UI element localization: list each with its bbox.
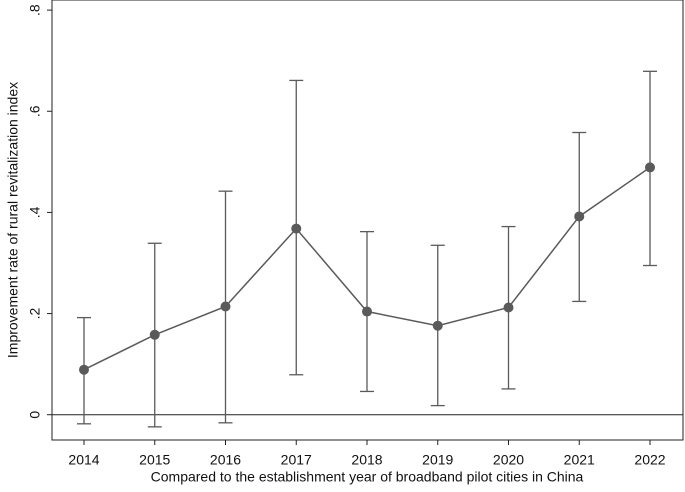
y-tick-label: .8 [27,4,43,16]
x-tick-label: 2021 [564,452,595,468]
x-tick-label: 2015 [139,452,170,468]
y-tick-label: .2 [27,308,43,320]
point [362,306,372,317]
y-axis-label: Improvement rate of rural revitalization… [5,82,21,358]
point [220,301,231,312]
y-tick-label: .6 [27,105,43,117]
x-tick-label: 2018 [351,452,382,468]
x-tick-label: 2020 [493,452,524,468]
x-axis-label: Compared to the establishment year of br… [151,469,584,485]
y-tick-label: 0 [27,411,43,419]
point [574,211,585,222]
x-tick-label: 2016 [210,452,241,468]
point [432,320,443,331]
point [79,364,89,375]
x-tick-label: 2019 [422,452,453,468]
y-tick-label: .4 [27,206,43,218]
x-tick-label: 2022 [634,452,665,468]
point [645,162,655,173]
x-tick-label: 2017 [281,452,312,468]
x-tick-label: 2014 [68,452,99,468]
point [503,302,514,313]
point [149,329,160,340]
point [291,223,302,234]
